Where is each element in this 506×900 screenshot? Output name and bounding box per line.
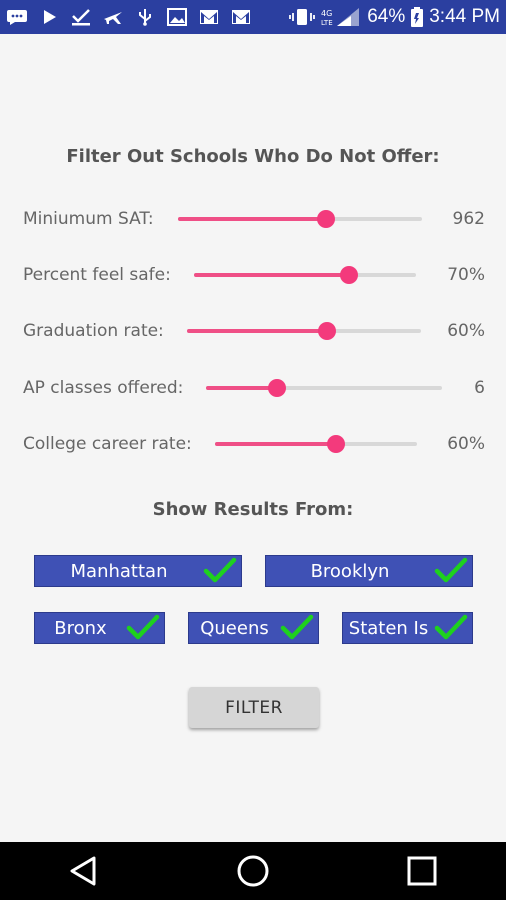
gmail-icon xyxy=(198,8,220,26)
notification-icons xyxy=(6,8,252,26)
slider-fill xyxy=(186,329,328,333)
slider-thumb[interactable] xyxy=(268,379,287,397)
clock: 3:44 PM xyxy=(429,6,500,27)
slider-thumb[interactable] xyxy=(340,266,359,284)
slider-label: AP classes offered: xyxy=(23,378,184,398)
slider-value: 6 xyxy=(474,378,485,398)
slider-thumb[interactable] xyxy=(318,322,337,340)
messenger-icon xyxy=(6,8,28,26)
slider-row-sat: Miniumum SAT: 962 xyxy=(23,204,485,234)
slider-label: Miniumum SAT: xyxy=(23,209,154,229)
vibrate-icon xyxy=(289,9,316,25)
slider-value: 962 xyxy=(452,209,485,229)
results-section-title: Show Results From: xyxy=(152,499,354,520)
borough-toggle-bronx[interactable]: Bronx xyxy=(34,612,165,644)
slider-value: 60% xyxy=(447,321,485,341)
recents-icon[interactable] xyxy=(402,851,442,891)
status-bar: 4G LTE 64% 3:44 PM xyxy=(0,0,506,34)
borough-toggle-queens[interactable]: Queens xyxy=(188,612,319,644)
slider-value: 60% xyxy=(447,434,485,454)
checkmark-icon xyxy=(203,557,237,585)
borough-toggle-staten-island[interactable]: Staten Is xyxy=(342,612,473,644)
slider-fill xyxy=(193,273,350,277)
slider-label: Percent feel safe: xyxy=(23,265,171,285)
borough-label: Brooklyn xyxy=(310,560,390,582)
battery-icon xyxy=(411,7,424,27)
slider-row-safe: Percent feel safe: 70% xyxy=(23,260,485,290)
filter-button[interactable]: FILTER xyxy=(189,687,319,728)
svg-text:LTE: LTE xyxy=(321,19,333,27)
play-icon xyxy=(38,8,60,26)
borough-label: Staten Is xyxy=(348,617,429,639)
slider-label: Graduation rate: xyxy=(23,321,164,341)
borough-label: Manhattan xyxy=(70,560,168,582)
slider-row-college: College career rate: 60% xyxy=(23,429,485,459)
battery-percent: 64% xyxy=(367,6,406,27)
checkmark-icon xyxy=(126,614,160,642)
slider-fill xyxy=(206,386,278,390)
slider-row-graduation: Graduation rate: 60% xyxy=(23,316,485,346)
slider-row-ap: AP classes offered: 6 xyxy=(23,373,485,403)
svg-text:4G: 4G xyxy=(321,9,332,18)
back-icon[interactable] xyxy=(64,851,104,891)
navigation-bar xyxy=(0,842,506,900)
safe-slider[interactable] xyxy=(193,266,416,284)
image-icon xyxy=(166,8,188,26)
borough-label: Bronx xyxy=(54,617,107,639)
slider-label: College career rate: xyxy=(23,434,192,454)
home-icon[interactable] xyxy=(233,851,273,891)
usb-icon xyxy=(134,8,156,26)
borough-toggle-brooklyn[interactable]: Brooklyn xyxy=(265,555,473,587)
college-slider[interactable] xyxy=(214,435,417,453)
slider-fill xyxy=(214,442,336,446)
filter-section-title: Filter Out Schools Who Do Not Offer: xyxy=(66,146,440,167)
airplane-icon xyxy=(102,8,124,26)
checkmark-icon xyxy=(280,614,314,642)
ap-slider[interactable] xyxy=(206,379,443,397)
slider-thumb[interactable] xyxy=(326,435,345,453)
checkmark-icon xyxy=(434,557,468,585)
system-status: 4G LTE 64% 3:44 PM xyxy=(289,6,500,28)
checkmark-icon xyxy=(434,614,468,642)
slider-value: 70% xyxy=(447,265,485,285)
slider-fill xyxy=(177,217,327,221)
borough-label: Queens xyxy=(200,617,269,639)
gmail-icon xyxy=(230,8,252,26)
download-done-icon xyxy=(70,8,92,26)
sat-slider[interactable] xyxy=(177,210,422,228)
graduation-slider[interactable] xyxy=(186,322,421,340)
borough-toggle-manhattan[interactable]: Manhattan xyxy=(34,555,242,587)
slider-thumb[interactable] xyxy=(317,210,336,228)
